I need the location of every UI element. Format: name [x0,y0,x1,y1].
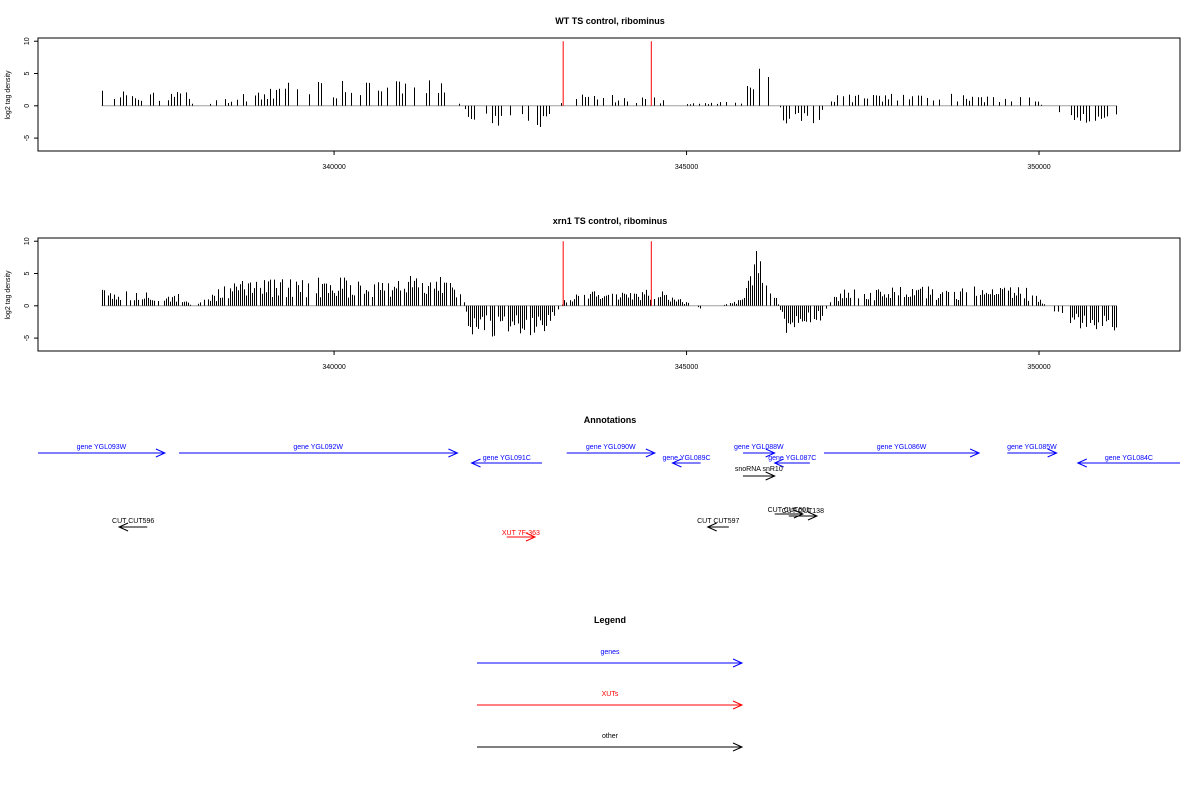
other-feature-label: CUT CUT138 [782,508,824,515]
gene-feature-arrow [470,458,543,468]
x-tick-label: 350000 [1027,164,1050,171]
plot-frame [37,37,1181,152]
gene-feature-arrow [1007,448,1058,458]
wt-panel-title: WT TS control, ribominus [555,16,665,26]
density-bars [102,68,1117,128]
gene-feature-arrow [38,448,167,458]
other-feature-label: CUT CUT601 [768,507,810,514]
xrn1-panel-title: xrn1 TS control, ribominus [553,216,668,226]
gene-feature-label: gene YGL088W [734,444,784,451]
legend-xut-arrow [477,700,744,710]
gene-feature-label: gene YGL092W [293,444,343,451]
gene-feature-arrow [773,458,810,468]
legend-other-label: other [602,733,619,740]
other-feature-arrow [774,509,805,519]
xut-feature-arrow [506,532,537,542]
legend-gene-arrow [477,658,744,668]
legend: Legend genes XUTs other [477,615,744,752]
y-tick-label: -5 [24,335,31,341]
gene-feature-label: gene YGL091C [483,455,531,462]
xut-feature-label: XUT 7F-363 [502,530,540,537]
gene-feature-arrow [1076,458,1180,468]
other-feature-arrow [788,511,819,521]
y-tick-label: 10 [24,37,31,45]
density-bars [102,251,1117,337]
x-tick-label: 340000 [322,364,345,371]
gene-feature-label: gene YGL087C [768,455,816,462]
legend-xut-label: XUTs [602,691,619,698]
y-tick-label: 5 [24,71,31,75]
y-tick-label: -5 [24,135,31,141]
y-tick-label: 10 [24,237,31,245]
gene-feature-label: gene YGL089C [662,455,710,462]
gene-feature-label: gene YGL093W [77,444,127,451]
other-feature-label: snoRNA snR10 [735,466,783,473]
gene-feature-arrow [566,448,657,458]
annotations-title: Annotations [584,415,637,425]
gene-feature-arrow [671,458,701,468]
wt-y-axis-label: log2 tag density [5,70,12,120]
x-tick-label: 350000 [1027,364,1050,371]
gene-feature-arrow [178,448,459,458]
other-feature-arrow [742,471,776,481]
legend-other-arrow [477,742,744,752]
legend-gene-label: genes [600,649,620,656]
x-tick-label: 345000 [675,164,698,171]
wt-density-panel: WT TS control, ribominus log2 tag densit… [5,16,1181,171]
y-tick-label: 0 [24,304,31,308]
y-tick-label: 0 [24,104,31,108]
gene-feature-label: gene YGL086W [877,444,927,451]
gene-feature-label: gene YGL090W [586,444,636,451]
xrn1-y-axis-label: log2 tag density [5,270,12,320]
plot-frame [37,237,1181,352]
y-tick-label: 5 [24,271,31,275]
other-feature-label: CUT CUT596 [112,518,154,525]
x-tick-label: 340000 [322,164,345,171]
other-feature-arrow [117,522,148,532]
gene-feature-label: gene YGL084C [1105,455,1153,462]
other-feature-arrow [706,522,729,532]
gene-feature-label: gene YGL085W [1007,444,1057,451]
annotations-track: Annotations gene YGL093W gene YGL092W gene… [38,415,1180,542]
x-tick-label: 345000 [675,364,698,371]
other-feature-label: CUT CUT597 [697,518,739,525]
xrn1-density-panel: xrn1 TS control, ribominus log2 tag dens… [5,216,1181,371]
legend-title: Legend [594,615,626,625]
gene-feature-arrow [742,448,776,458]
gene-feature-arrow [824,448,981,458]
